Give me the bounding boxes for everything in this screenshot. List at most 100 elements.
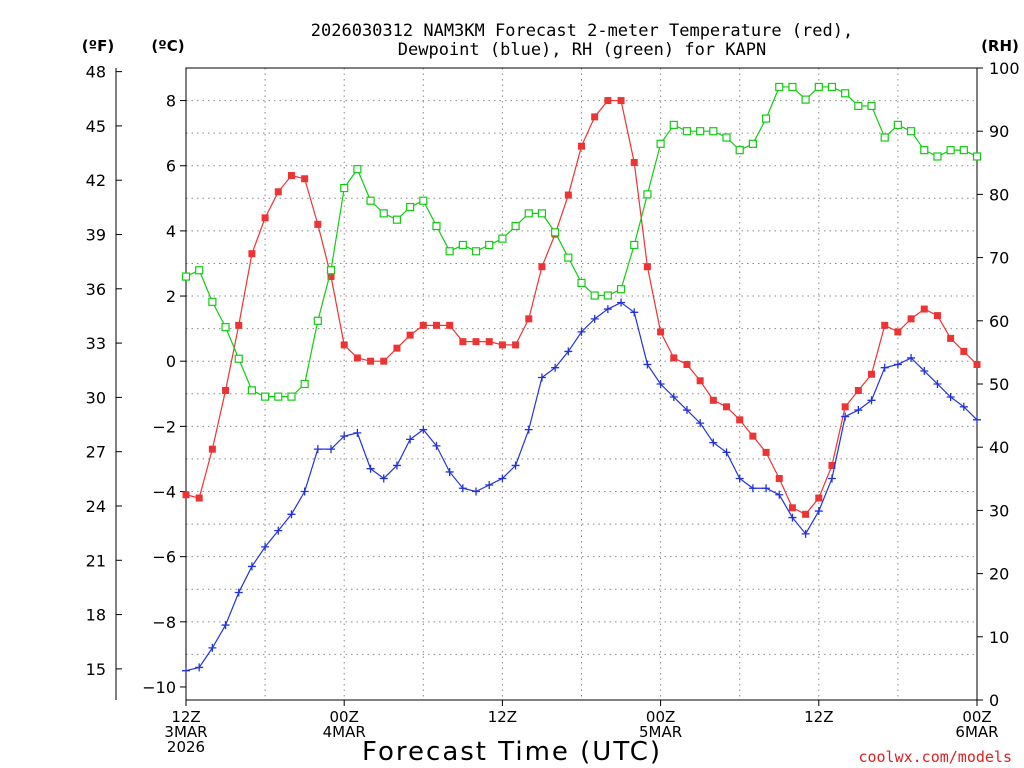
rh-point bbox=[696, 127, 705, 136]
temperature-point bbox=[775, 474, 783, 482]
dewpoint-point bbox=[287, 510, 296, 519]
temperature-point bbox=[195, 494, 203, 502]
rh-tick-label: 60 bbox=[989, 312, 1009, 331]
fahrenheit-tick-label: 45 bbox=[86, 117, 106, 136]
temperature-point bbox=[933, 312, 941, 320]
temperature-point bbox=[261, 214, 269, 222]
dewpoint-point bbox=[827, 474, 836, 483]
rh-point bbox=[458, 240, 467, 250]
temperature-point bbox=[485, 338, 493, 346]
temperature-point bbox=[723, 403, 731, 411]
dewpoint-point bbox=[854, 406, 863, 415]
temperature-point bbox=[894, 328, 902, 336]
rh-tick-label: 20 bbox=[989, 565, 1009, 584]
rh-point bbox=[867, 101, 876, 111]
temperature-point bbox=[868, 370, 876, 378]
temperature-point bbox=[802, 510, 810, 518]
dewpoint-point bbox=[327, 445, 336, 454]
rh-point bbox=[300, 379, 309, 389]
rh-point bbox=[498, 234, 507, 243]
x-tick-label: 00Z bbox=[646, 708, 675, 726]
rh-point bbox=[682, 127, 692, 136]
temperature-point bbox=[182, 491, 190, 499]
dewpoint-point bbox=[630, 308, 639, 317]
x-axis-label: Forecast Time (UTC) bbox=[362, 737, 662, 767]
celsius-tick-label: 2 bbox=[166, 287, 176, 306]
celsius-tick-label: −10 bbox=[142, 678, 176, 697]
x-tick-label: 2026 bbox=[167, 738, 205, 756]
temperature-point bbox=[564, 191, 572, 199]
rh-point bbox=[880, 133, 889, 142]
dewpoint-point bbox=[590, 314, 599, 323]
temperature-point bbox=[578, 142, 585, 150]
rh-point bbox=[775, 82, 784, 92]
rh-point bbox=[630, 240, 639, 250]
rh-tick-label: 90 bbox=[989, 122, 1009, 141]
temperature-point bbox=[815, 494, 823, 502]
dewpoint-point bbox=[340, 432, 349, 441]
dewpoint-point bbox=[814, 507, 823, 516]
dewpoint-point bbox=[353, 428, 362, 437]
celsius-tick-label: 8 bbox=[166, 92, 176, 111]
temperature-point bbox=[920, 305, 928, 313]
rh-point bbox=[524, 209, 533, 218]
temperature-point bbox=[208, 445, 216, 453]
fahrenheit-tick-label: 21 bbox=[86, 551, 106, 570]
fahrenheit-tick-label: 30 bbox=[86, 388, 106, 407]
dewpoint-point bbox=[445, 467, 454, 476]
temperature-point bbox=[828, 461, 836, 469]
celsius-tick-label: 6 bbox=[166, 157, 176, 176]
dewpoint-point bbox=[696, 419, 705, 428]
rh-point bbox=[340, 183, 349, 193]
dewpoint-point bbox=[379, 474, 388, 483]
rh-point bbox=[669, 120, 678, 129]
temperature-point bbox=[670, 354, 678, 362]
dewpoint-point bbox=[392, 461, 401, 470]
dewpoint-point bbox=[524, 425, 533, 434]
rh-point bbox=[445, 247, 454, 256]
rh-point bbox=[920, 146, 929, 155]
fahrenheit-tick-label: 36 bbox=[86, 280, 106, 299]
dewpoint-point bbox=[617, 298, 626, 307]
rh-point bbox=[972, 152, 982, 161]
rh-point bbox=[893, 120, 903, 129]
celsius-tick-label: −8 bbox=[152, 613, 176, 632]
rh-point bbox=[432, 221, 441, 231]
rh-tick-label: 80 bbox=[989, 185, 1009, 204]
grid-lines bbox=[186, 68, 977, 700]
rh-point bbox=[590, 291, 599, 300]
x-tick-label: 12Z bbox=[171, 708, 200, 726]
dewpoint-point bbox=[643, 360, 652, 369]
dewpoint-point bbox=[880, 363, 889, 372]
fahrenheit-tick-label: 33 bbox=[86, 334, 106, 353]
dewpoint-point bbox=[946, 393, 955, 402]
dewpoint-point bbox=[366, 464, 375, 473]
temperature-point bbox=[446, 321, 454, 329]
rh-point bbox=[379, 209, 388, 218]
rh-point bbox=[485, 240, 494, 250]
rh-point bbox=[959, 146, 968, 155]
chart-title-line2: Dewpoint (blue), RH (green) for KAPN bbox=[398, 40, 766, 60]
celsius-tick-label: 0 bbox=[166, 352, 176, 371]
rh-point bbox=[208, 297, 217, 306]
credit-text: coolwx.com/models bbox=[858, 748, 1012, 766]
temperature-point bbox=[709, 396, 717, 404]
rh-point bbox=[814, 82, 823, 92]
dewpoint-point bbox=[551, 363, 560, 372]
temperature-point bbox=[472, 338, 480, 346]
rh-tick-label: 70 bbox=[989, 249, 1009, 268]
dewpoint-point bbox=[221, 621, 230, 630]
series-plus bbox=[182, 298, 981, 675]
dewpoint-point bbox=[841, 412, 850, 421]
rh-axis-unit: (RH) bbox=[981, 37, 1019, 55]
dewpoint-point bbox=[920, 366, 929, 375]
dewpoint-point bbox=[208, 643, 217, 652]
x-tick-label: 5MAR bbox=[639, 723, 682, 741]
x-tick-label: 6MAR bbox=[955, 723, 998, 741]
celsius-tick-label: −2 bbox=[152, 417, 176, 436]
rh-point bbox=[906, 127, 916, 136]
dewpoint-point bbox=[682, 406, 691, 415]
temperature-point bbox=[736, 416, 744, 424]
dewpoint-point bbox=[195, 663, 204, 672]
temperature-point bbox=[907, 315, 915, 323]
